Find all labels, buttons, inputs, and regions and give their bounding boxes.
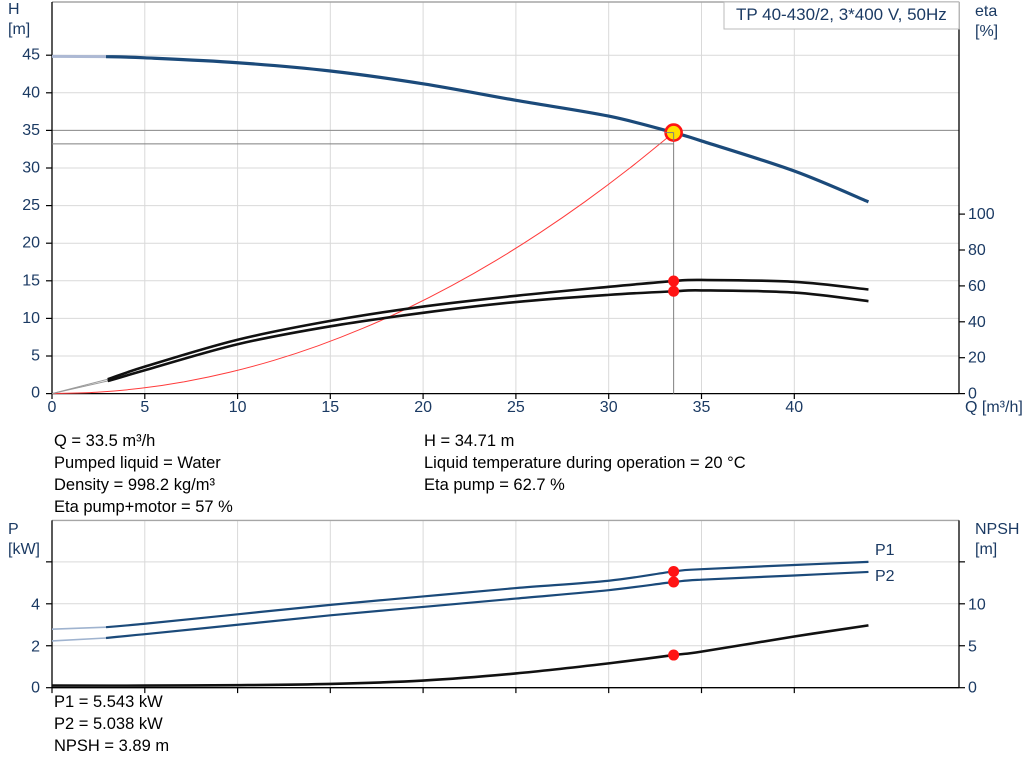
svg-text:35: 35: [22, 122, 40, 139]
svg-text:15: 15: [22, 272, 40, 289]
svg-text:0: 0: [968, 679, 977, 696]
svg-text:Eta pump = 62.7 %: Eta pump = 62.7 %: [424, 476, 565, 494]
svg-text:Density = 998.2 kg/m³: Density = 998.2 kg/m³: [54, 476, 215, 494]
svg-text:30: 30: [600, 399, 618, 416]
svg-text:Pumped liquid = Water: Pumped liquid = Water: [54, 454, 221, 472]
svg-text:[kW]: [kW]: [8, 541, 40, 558]
svg-text:35: 35: [693, 399, 711, 416]
svg-text:0: 0: [48, 399, 57, 416]
svg-text:15: 15: [321, 399, 339, 416]
svg-text:Q = 33.5 m³/h: Q = 33.5 m³/h: [54, 432, 155, 450]
svg-text:20: 20: [22, 235, 40, 252]
svg-text:P1 = 5.543 kW: P1 = 5.543 kW: [54, 693, 163, 711]
svg-text:Liquid temperature during oper: Liquid temperature during operation = 20…: [424, 454, 746, 472]
svg-text:P2: P2: [875, 568, 895, 585]
svg-text:5: 5: [31, 348, 40, 365]
svg-text:10: 10: [968, 596, 986, 613]
svg-text:TP 40-430/2, 3*400 V, 50Hz: TP 40-430/2, 3*400 V, 50Hz: [736, 5, 947, 24]
svg-text:eta: eta: [975, 3, 997, 20]
svg-text:5: 5: [968, 638, 977, 655]
svg-text:H = 34.71 m: H = 34.71 m: [424, 432, 514, 450]
svg-text:[%]: [%]: [975, 23, 998, 40]
svg-text:100: 100: [968, 206, 995, 223]
svg-text:Eta pump+motor = 57 %: Eta pump+motor = 57 %: [54, 498, 233, 516]
svg-text:25: 25: [507, 399, 525, 416]
svg-text:5: 5: [140, 399, 149, 416]
svg-text:40: 40: [785, 399, 803, 416]
svg-text:25: 25: [22, 197, 40, 214]
svg-text:P: P: [8, 521, 19, 538]
svg-text:10: 10: [229, 399, 247, 416]
svg-text:10: 10: [22, 310, 40, 327]
svg-text:45: 45: [22, 47, 40, 64]
svg-text:P1: P1: [875, 542, 895, 559]
svg-text:20: 20: [968, 350, 986, 367]
svg-text:[m]: [m]: [8, 21, 30, 38]
svg-text:0: 0: [31, 679, 40, 696]
svg-text:80: 80: [968, 242, 986, 259]
svg-text:0: 0: [968, 386, 977, 403]
svg-text:[m]: [m]: [975, 541, 997, 558]
svg-text:P2 = 5.038 kW: P2 = 5.038 kW: [54, 715, 163, 733]
svg-text:0: 0: [31, 385, 40, 402]
svg-text:20: 20: [414, 399, 432, 416]
svg-text:H: H: [8, 1, 20, 18]
svg-text:60: 60: [968, 278, 986, 295]
svg-text:40: 40: [22, 84, 40, 101]
svg-text:2: 2: [31, 638, 40, 655]
svg-text:30: 30: [22, 160, 40, 177]
svg-text:40: 40: [968, 314, 986, 331]
svg-text:NPSH: NPSH: [975, 521, 1019, 538]
svg-text:NPSH = 3.89 m: NPSH = 3.89 m: [54, 737, 169, 755]
svg-text:4: 4: [31, 596, 40, 613]
